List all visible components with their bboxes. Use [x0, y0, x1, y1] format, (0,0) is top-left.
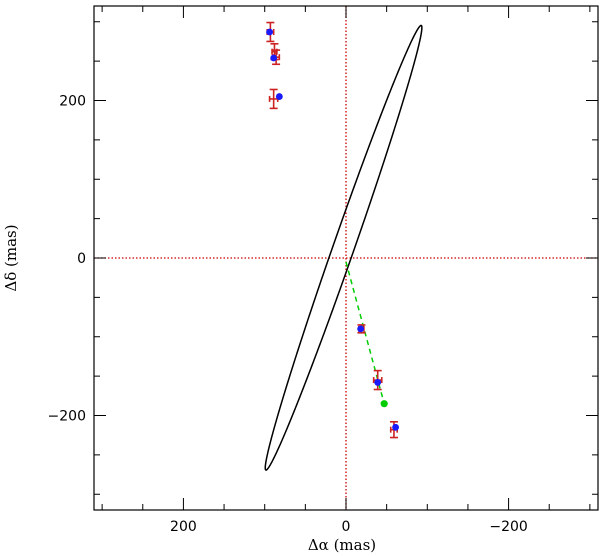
y-tick-label-1: 0	[77, 251, 86, 267]
model-points	[266, 28, 399, 431]
model-point	[266, 28, 273, 36]
axis-ticks	[94, 6, 598, 510]
y-tick-label-0: 200	[59, 94, 86, 110]
y-axis-label: Δδ (mas)	[2, 224, 20, 291]
x-tick-label-1: 0	[342, 519, 351, 535]
x-tick-label-0: 200	[170, 519, 197, 535]
observed-points	[266, 21, 399, 439]
periastron-point	[380, 400, 388, 408]
model-point	[357, 325, 365, 333]
y-tick-labels: 200 0 −200	[48, 94, 86, 425]
orbit-ellipse	[264, 24, 423, 471]
observed-point	[268, 88, 279, 110]
model-point	[270, 54, 278, 62]
x-axis-label: Δα (mas)	[308, 536, 376, 554]
model-point	[392, 423, 399, 431]
reference-lines	[94, 6, 598, 510]
model-point	[374, 379, 382, 386]
x-tick-label-2: −200	[489, 519, 527, 535]
y-tick-label-2: −200	[48, 409, 86, 425]
x-tick-labels: 200 0 −200	[170, 519, 528, 535]
orbit-path	[264, 24, 423, 471]
model-point	[275, 93, 283, 100]
